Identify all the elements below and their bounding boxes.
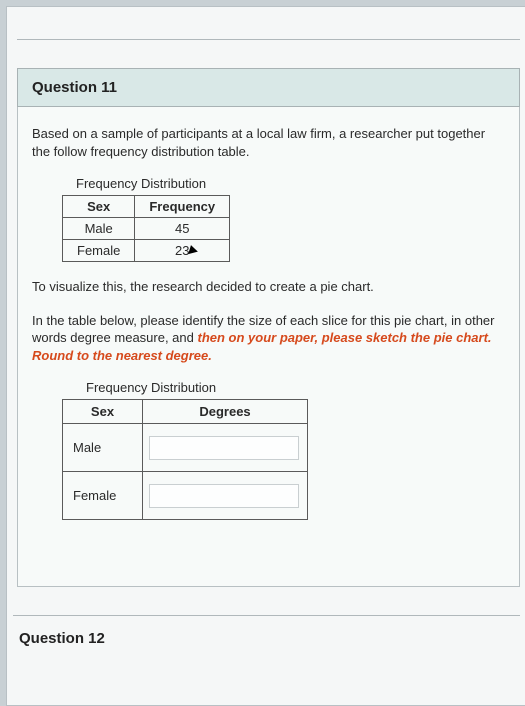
t1-r1-value: 45 (135, 218, 230, 240)
t1-head-sex: Sex (63, 196, 135, 218)
intro-text: Based on a sample of participants at a l… (32, 125, 505, 160)
degrees-input-female[interactable] (149, 484, 299, 508)
question-12-header: Question 12 (13, 615, 520, 657)
table-row: Male (63, 424, 308, 472)
t2-head-sex: Sex (63, 400, 143, 424)
frequency-table-2: Sex Degrees Male Female (62, 399, 308, 520)
table-row: Female 23 (63, 240, 230, 262)
question-11-title: Question 11 (32, 79, 117, 96)
t2-r2-label: Female (63, 472, 143, 520)
degrees-input-male[interactable] (149, 436, 299, 460)
t1-head-frequency: Frequency (135, 196, 230, 218)
t2-r1-label: Male (63, 424, 143, 472)
page: Question 11 Based on a sample of partici… (6, 6, 525, 706)
mid-paragraph: To visualize this, the research decided … (32, 278, 505, 296)
question-12-title: Question 12 (19, 630, 105, 647)
t2-head-degrees: Degrees (143, 400, 308, 424)
question-11-body: Based on a sample of participants at a l… (17, 107, 520, 587)
frequency-table-1: Sex Frequency Male 45 Female 23 (62, 195, 230, 262)
table2-title: Frequency Distribution (86, 380, 505, 395)
divider (17, 39, 520, 40)
table-row: Male 45 (63, 218, 230, 240)
t1-r2-value: 23 (175, 243, 189, 258)
instruction-paragraph: In the table below, please identify the … (32, 312, 505, 365)
t1-r2-label: Female (63, 240, 135, 262)
table1-title: Frequency Distribution (76, 176, 505, 191)
content-area: Question 11 Based on a sample of partici… (7, 7, 525, 657)
question-11-header: Question 11 (17, 68, 520, 107)
table-row: Female (63, 472, 308, 520)
t1-r1-label: Male (63, 218, 135, 240)
